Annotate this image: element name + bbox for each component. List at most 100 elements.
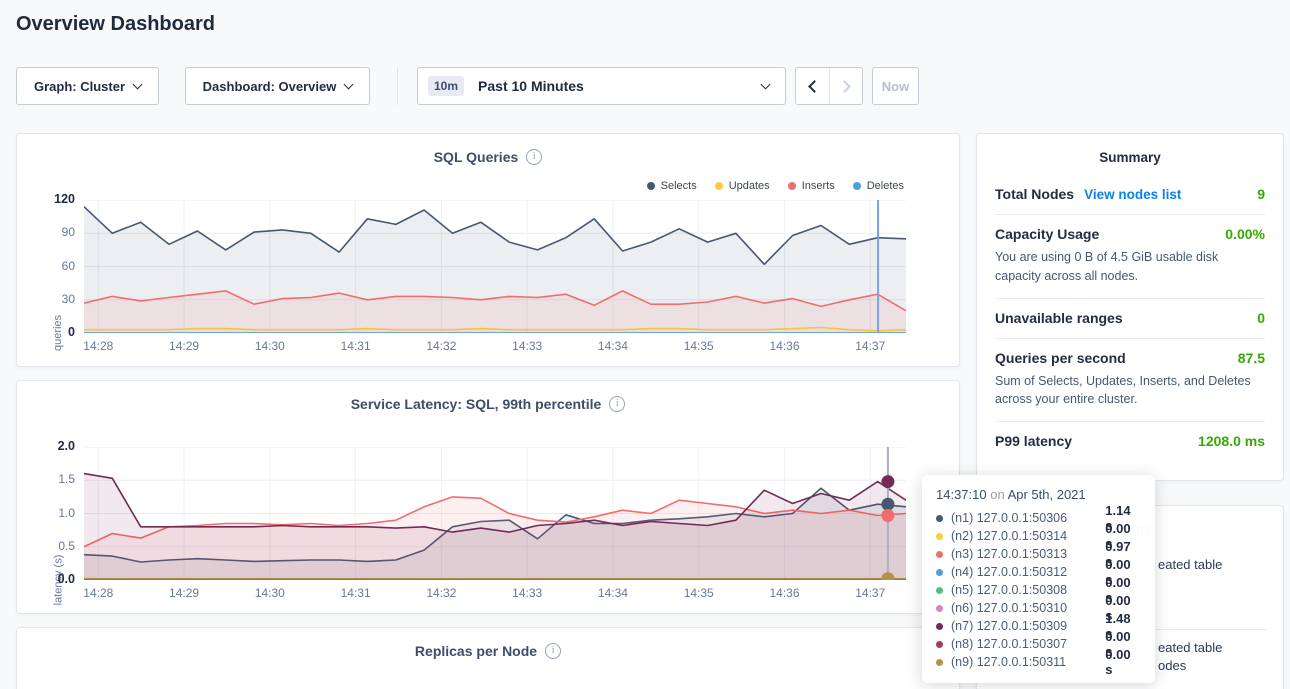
tooltip-node-row: (n5) 127.0.0.1:50308 0.00 s	[936, 575, 1141, 605]
x-tick-label: 14:36	[769, 586, 800, 600]
node-color-dot-icon	[936, 514, 943, 522]
view-nodes-list-link[interactable]: View nodes list	[1084, 187, 1182, 202]
summary-row-left: P99 latency	[995, 433, 1198, 449]
chart-title: Service Latency: SQL, 99th percentile	[350, 396, 602, 412]
tooltip-node-address: (n5) 127.0.0.1:50308	[951, 583, 1068, 597]
event-text-fragment: odes	[1158, 658, 1187, 673]
time-range-badge: 10m	[428, 76, 465, 96]
event-text-fragment: eated table	[1158, 640, 1223, 655]
tooltip-node-row: (n2) 127.0.0.1:50314 0.00 s	[936, 521, 1141, 551]
tooltip-node-value: 0.00 s	[1105, 629, 1131, 659]
legend-dot-icon	[787, 182, 796, 190]
tooltip-node-value: 0.00 s	[1105, 593, 1131, 623]
tooltip-node-address: (n3) 127.0.0.1:50313	[951, 547, 1068, 561]
chart-canvas[interactable]	[83, 446, 907, 586]
chart-title: SQL Queries	[433, 149, 519, 165]
node-color-dot-icon	[936, 532, 943, 540]
x-tick-label: 14:35	[683, 586, 714, 600]
x-tick-label: 14:36	[769, 339, 800, 353]
chart-plot-area[interactable]: queries	[52, 199, 907, 351]
tooltip-node-value: 0.00 s	[1105, 557, 1131, 587]
summary-label: Unavailable ranges	[995, 309, 1123, 326]
tooltip-node-address: (n7) 127.0.0.1:50309	[951, 619, 1068, 633]
x-tick-label: 14:33	[512, 586, 543, 600]
x-tick-label: 14:29	[169, 339, 200, 353]
y-tick-label: 30	[61, 291, 75, 306]
chart-hover-tooltip: 14:37:10 on Apr 5th, 2021 (n1) 127.0.0.1…	[922, 475, 1155, 683]
summary-value: 0.00%	[1225, 226, 1265, 242]
tooltip-node-address: (n8) 127.0.0.1:50307	[951, 637, 1068, 651]
tooltip-node-value: 0.00 s	[1105, 647, 1131, 677]
time-prev-button[interactable]	[796, 68, 829, 104]
y-tick-label: 2.0	[57, 439, 75, 453]
summary-row-line: Capacity Usage 0.00%	[995, 226, 1265, 242]
summary-row-line: Queries per second 87.5	[995, 350, 1265, 366]
service-latency-chart-card: Service Latency: SQL, 99th percentile i …	[16, 380, 960, 614]
time-next-button[interactable]	[829, 68, 862, 104]
summary-row: Queries per second 87.5 Sum of Selects, Up…	[995, 337, 1265, 422]
summary-value: 87.5	[1237, 349, 1265, 366]
tooltip-node-value: 0.00 s	[1105, 575, 1131, 605]
x-tick-label: 14:31	[340, 586, 371, 600]
dashboard-dropdown[interactable]: Dashboard: Overview	[185, 67, 370, 105]
legend-item-updates[interactable]: Updates	[714, 180, 770, 192]
dashboard-dropdown-label: Dashboard: Overview	[202, 78, 337, 94]
legend-dot-icon	[714, 182, 723, 190]
chart-plot-area[interactable]: latency (s)	[52, 446, 907, 605]
summary-row: P99 latency 1208.0 ms	[995, 421, 1265, 461]
event-text-fragment: eated table	[1158, 557, 1223, 572]
x-tick-label: 14:32	[426, 339, 457, 353]
y-tick-label: 1.0	[58, 505, 75, 520]
legend-item-inserts[interactable]: Inserts	[787, 180, 835, 192]
y-tick-label: 120	[54, 192, 75, 206]
x-tick-label: 14:31	[340, 339, 371, 353]
x-tick-label: 14:34	[597, 339, 628, 353]
tooltip-node-value: 0.00 s	[1105, 521, 1131, 551]
summary-title: Summary	[1099, 150, 1161, 165]
x-tick-label: 14:33	[512, 339, 543, 353]
legend-item-selects[interactable]: Selects	[646, 180, 697, 192]
tooltip-node-value: 0.97 s	[1105, 539, 1131, 569]
summary-row-line: Unavailable ranges 0	[995, 310, 1265, 326]
chevron-left-icon	[807, 79, 821, 93]
node-color-dot-icon	[936, 622, 943, 630]
x-tick-label: 14:37	[855, 586, 886, 600]
info-icon[interactable]: i	[609, 396, 626, 412]
summary-row-line: Total Nodes View nodes list 9	[995, 186, 1265, 202]
chart-canvas[interactable]	[83, 199, 907, 334]
info-icon[interactable]: i	[545, 643, 562, 659]
y-tick-label: 0.5	[58, 538, 75, 553]
now-button[interactable]: Now	[872, 67, 919, 105]
summary-label: Capacity Usage	[995, 226, 1100, 242]
toolbar-divider	[397, 67, 398, 105]
tooltip-node-row: (n9) 127.0.0.1:50311 0.00 s	[936, 647, 1141, 677]
summary-row-line: P99 latency 1208.0 ms	[995, 433, 1265, 449]
summary-value: 9	[1257, 186, 1265, 202]
summary-row: Total Nodes View nodes list 9	[995, 175, 1265, 214]
summary-panel: Summary Total Nodes View nodes list 9 Capac…	[976, 133, 1284, 481]
y-tick-label: 90	[61, 225, 75, 240]
sql-queries-chart-card: SQL Queries i Selects Updates Inserts Delet…	[16, 133, 960, 367]
summary-value: 0	[1257, 309, 1265, 326]
replicas-per-node-chart-card: Replicas per Node i	[16, 627, 960, 689]
summary-row: Unavailable ranges 0	[995, 297, 1265, 338]
x-tick-label: 14:28	[83, 339, 114, 353]
time-range-dropdown[interactable]: 10m Past 10 Minutes	[417, 67, 786, 105]
legend-label: Selects	[660, 180, 697, 192]
x-tick-label: 14:28	[83, 586, 114, 600]
tooltip-node-row: (n1) 127.0.0.1:50306 1.14 s	[936, 503, 1141, 533]
graph-dropdown[interactable]: Graph: Cluster	[16, 67, 159, 105]
chevron-down-icon	[343, 79, 354, 89]
legend-label: Updates	[728, 180, 770, 192]
node-color-dot-icon	[936, 586, 943, 594]
node-color-dot-icon	[936, 568, 943, 576]
info-icon[interactable]: i	[526, 149, 543, 165]
legend-item-deletes[interactable]: Deletes	[852, 180, 904, 192]
chevron-right-icon	[838, 79, 851, 93]
summary-row-left: Queries per second	[995, 350, 1238, 366]
y-tick-label: 1.5	[58, 472, 75, 487]
graph-dropdown-label: Graph: Cluster	[33, 78, 125, 94]
y-tick-label: 0	[68, 325, 75, 339]
summary-label: P99 latency	[995, 433, 1073, 449]
